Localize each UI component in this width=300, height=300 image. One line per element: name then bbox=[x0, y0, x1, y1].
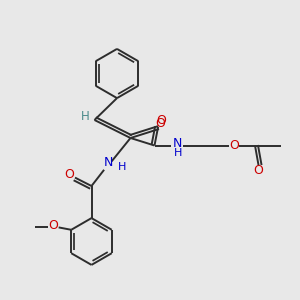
Text: O: O bbox=[48, 219, 58, 232]
Text: H: H bbox=[80, 110, 89, 123]
Text: H: H bbox=[118, 162, 126, 172]
Text: O: O bbox=[254, 164, 263, 178]
Text: O: O bbox=[156, 117, 165, 130]
Text: O: O bbox=[229, 139, 239, 152]
Text: H: H bbox=[173, 148, 182, 158]
Text: O: O bbox=[64, 167, 74, 181]
Text: N: N bbox=[103, 156, 113, 170]
Text: N: N bbox=[173, 136, 182, 150]
Text: O: O bbox=[156, 114, 166, 128]
